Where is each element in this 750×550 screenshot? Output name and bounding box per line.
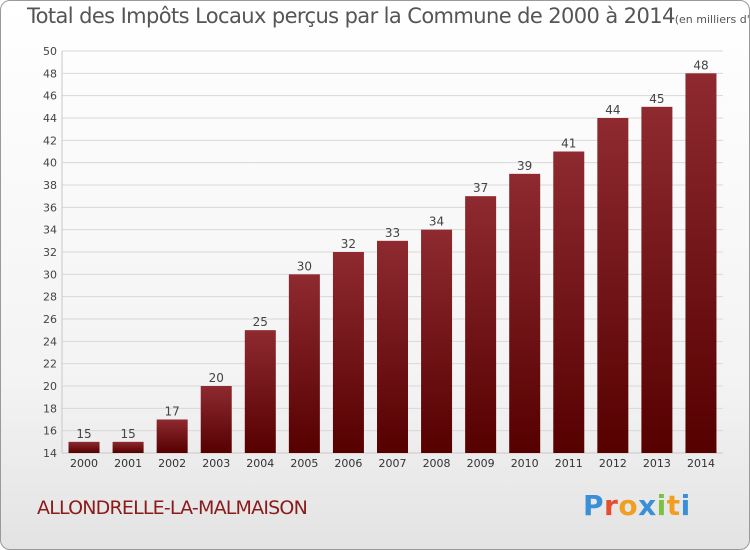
bar-2009 bbox=[465, 196, 497, 453]
data-label: 20 bbox=[209, 371, 224, 385]
data-label: 25 bbox=[253, 315, 268, 329]
logo-letter: r bbox=[604, 489, 619, 522]
bar-2013 bbox=[641, 106, 673, 453]
bar-2012 bbox=[597, 118, 629, 453]
bar-2004 bbox=[244, 330, 276, 453]
y-tick-label: 38 bbox=[43, 179, 57, 192]
data-label: 17 bbox=[165, 405, 180, 419]
y-tick-label: 22 bbox=[43, 358, 57, 371]
logo-letter: i bbox=[680, 489, 691, 522]
x-tick-label: 2009 bbox=[467, 457, 495, 470]
y-tick-label: 18 bbox=[43, 402, 57, 415]
y-tick-label: 48 bbox=[43, 67, 57, 80]
logo-letter: i bbox=[656, 489, 667, 522]
y-tick-label: 42 bbox=[43, 134, 57, 147]
bar-2005 bbox=[288, 274, 320, 453]
y-tick-label: 44 bbox=[43, 112, 57, 125]
logo-letter: o bbox=[618, 489, 639, 522]
data-label: 44 bbox=[605, 103, 620, 117]
bar-2014 bbox=[685, 73, 717, 453]
y-tick-label: 40 bbox=[43, 157, 57, 170]
proxiti-logo: Proxiti bbox=[583, 489, 691, 522]
data-label: 41 bbox=[561, 137, 576, 151]
logo-letter: x bbox=[638, 489, 657, 522]
bar-2001 bbox=[112, 441, 144, 453]
chart-title-text: Total des Impôts Locaux perçus par la Co… bbox=[27, 4, 675, 28]
x-tick-label: 2001 bbox=[114, 457, 142, 470]
data-label: 34 bbox=[429, 215, 444, 229]
commune-name: ALLONDRELLE-LA-MALMAISON bbox=[37, 497, 308, 519]
y-tick-label: 16 bbox=[43, 425, 57, 438]
x-tick-label: 2012 bbox=[599, 457, 627, 470]
data-label: 32 bbox=[341, 237, 356, 251]
data-label: 39 bbox=[517, 159, 532, 173]
y-tick-label: 46 bbox=[43, 90, 57, 103]
y-tick-label: 50 bbox=[43, 45, 57, 58]
y-tick-label: 14 bbox=[43, 447, 57, 460]
chart-title: Total des Impôts Locaux perçus par la Co… bbox=[27, 4, 750, 28]
data-label: 15 bbox=[76, 427, 91, 441]
bar-2002 bbox=[156, 419, 188, 453]
logo-letter: t bbox=[666, 489, 681, 522]
data-label: 48 bbox=[693, 58, 708, 72]
bar-2008 bbox=[421, 229, 453, 453]
bar-2000 bbox=[68, 441, 100, 453]
chart-unit: (en milliers d'€) bbox=[674, 13, 750, 26]
x-tick-label: 2005 bbox=[290, 457, 318, 470]
x-tick-label: 2002 bbox=[158, 457, 186, 470]
bar-chart: 14 16 18 20 22 24 26 28 30 32 34 36 38 40 42 44 46 48 50 15… bbox=[43, 45, 723, 470]
x-tick-label: 2000 bbox=[70, 457, 98, 470]
x-tick-label: 2013 bbox=[643, 457, 671, 470]
y-tick-label: 24 bbox=[43, 335, 57, 348]
y-tick-label: 36 bbox=[43, 201, 57, 214]
y-tick-label: 32 bbox=[43, 246, 57, 259]
bar-2006 bbox=[332, 252, 364, 453]
x-tick-label: 2010 bbox=[511, 457, 539, 470]
bar-2007 bbox=[377, 240, 408, 453]
data-label: 37 bbox=[473, 181, 488, 195]
bar-2011 bbox=[553, 151, 585, 453]
x-tick-label: 2004 bbox=[246, 457, 274, 470]
y-tick-label: 30 bbox=[43, 268, 57, 281]
bar-2010 bbox=[509, 173, 541, 454]
x-tick-label: 2014 bbox=[687, 457, 715, 470]
y-tick-label: 28 bbox=[43, 291, 57, 304]
x-tick-label: 2008 bbox=[423, 457, 451, 470]
data-label: 15 bbox=[120, 427, 135, 441]
data-label: 45 bbox=[649, 92, 664, 106]
data-label: 33 bbox=[385, 226, 400, 240]
y-tick-label: 34 bbox=[43, 224, 57, 237]
x-tick-label: 2006 bbox=[334, 457, 362, 470]
bar-2003 bbox=[200, 386, 232, 453]
x-tick-label: 2007 bbox=[379, 457, 407, 470]
data-label: 30 bbox=[297, 259, 312, 273]
logo-letter: P bbox=[583, 489, 605, 522]
y-tick-label: 20 bbox=[43, 380, 57, 393]
y-tick-label: 26 bbox=[43, 313, 57, 326]
x-tick-label: 2011 bbox=[555, 457, 583, 470]
x-tick-label: 2003 bbox=[202, 457, 230, 470]
